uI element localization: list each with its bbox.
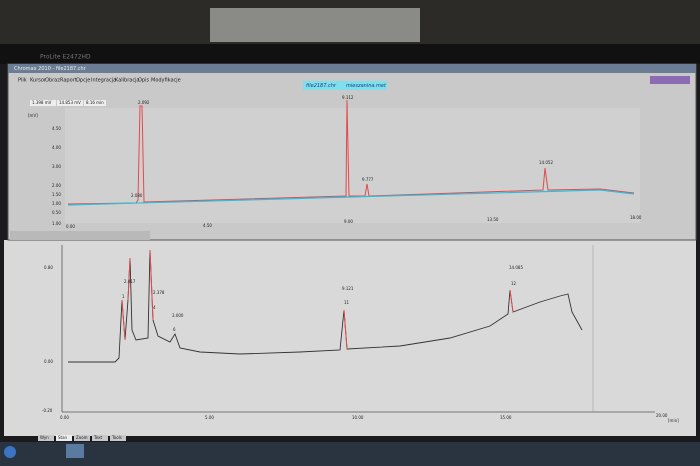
bottom-x-labels: 0.00 5.00 10.00 15.00 20.00 [min] xyxy=(60,413,679,423)
peak-label: 9.121 xyxy=(342,286,354,291)
tab[interactable] xyxy=(92,435,108,441)
peak-label: 2.080 xyxy=(131,193,143,198)
tab[interactable] xyxy=(110,435,126,441)
x-tick-label: 4.50 xyxy=(203,223,212,228)
menu-item[interactable]: Kursor xyxy=(30,78,47,84)
tab-label[interactable]: Stan xyxy=(58,435,68,440)
y-tick-label: 1.00 xyxy=(52,201,61,206)
y-tick-label: 1.50 xyxy=(52,192,61,197)
top-x-labels: 0.00 4.50 9.00 13.50 18.00 xyxy=(66,215,642,229)
peak-id: 11 xyxy=(344,300,350,305)
start-button[interactable] xyxy=(4,446,16,458)
peak-label: 14.052 xyxy=(539,160,553,165)
tab[interactable] xyxy=(74,435,90,441)
tab-label[interactable]: Tools xyxy=(111,435,122,440)
menu-item[interactable]: Kalibracja xyxy=(115,78,140,84)
field xyxy=(30,100,56,106)
field-value: 8.16 min xyxy=(86,100,104,105)
method-name: mieszanina.met xyxy=(346,83,387,89)
peak-markers xyxy=(121,249,514,350)
file-name: file2187.chr xyxy=(306,83,337,89)
y-tick-label: 1.00 xyxy=(52,221,61,226)
y-tick-label: 3.00 xyxy=(52,164,61,169)
top-trace-red xyxy=(67,99,635,205)
menu-bar: Plik Kursor Obraz Raport Opcje Integracj… xyxy=(18,78,181,84)
y-tick-label: 4.00 xyxy=(52,145,61,150)
x-tick-label: 5.00 xyxy=(205,415,214,420)
monitor-brand: ProLite E2472HD xyxy=(40,54,91,61)
x-tick-label: 13.50 xyxy=(487,217,499,222)
menu-item[interactable]: Modyfikacje xyxy=(151,78,181,84)
toolbar: 1.398 mV 14.853 mV 8.16 min xyxy=(30,100,106,106)
tab-label[interactable]: Zoom xyxy=(76,435,88,440)
bottom-y-labels: 0.80 0.00 -0.20 xyxy=(42,265,53,413)
color-buttons xyxy=(650,76,690,84)
taskbar xyxy=(0,442,700,466)
peak-label: 9.112 xyxy=(342,95,354,100)
x-tick-label: 0.00 xyxy=(60,415,69,420)
y-tick-label: 4.50 xyxy=(52,126,61,131)
field-value: 14.853 mV xyxy=(59,100,81,105)
menu-item[interactable]: Obraz xyxy=(45,78,60,84)
peak-id: 12 xyxy=(511,281,517,286)
y-tick-label: 2.00 xyxy=(52,183,61,188)
peak-label: 9.777 xyxy=(362,177,374,182)
peak-label: 2.378 xyxy=(153,290,165,295)
title-bar xyxy=(8,64,696,73)
menu-item[interactable]: Opcje xyxy=(76,78,90,84)
x-tick-label: 20.00 xyxy=(656,413,668,418)
x-tick-label: 18.00 xyxy=(630,215,642,220)
x-tick-label: 10.00 xyxy=(352,415,364,420)
tab-label[interactable]: Wyn xyxy=(40,435,49,440)
peak-label: 14.085 xyxy=(509,265,523,270)
top-y-labels: 4.50 4.00 3.00 2.00 1.50 1.00 0.50 1.00 xyxy=(52,126,61,226)
peak-label: 2.092 xyxy=(138,100,150,105)
peak-label: 2.017 xyxy=(124,279,136,284)
menu-item[interactable]: Integracja xyxy=(91,78,116,84)
menu-item[interactable]: Opis xyxy=(138,78,149,84)
x-unit: [min] xyxy=(668,418,679,423)
field-value: 1.398 mV xyxy=(32,100,52,105)
window-title: Chromax 2010 - file2187.chr xyxy=(14,66,87,72)
desktop-chart-area xyxy=(4,240,696,436)
monitor-bezel xyxy=(0,44,700,64)
window-toolbar-bottom xyxy=(10,231,150,240)
file-label-box xyxy=(303,81,387,90)
taskbar-app[interactable] xyxy=(66,444,84,458)
peak-id: 4 xyxy=(153,305,156,310)
peak-label: 3.000 xyxy=(172,313,184,318)
x-tick-label: 0.00 xyxy=(66,224,75,229)
peak-id: 1 xyxy=(122,294,125,299)
y-tick-label: 0.50 xyxy=(52,210,61,215)
field xyxy=(57,100,83,106)
tab-label[interactable]: Text xyxy=(93,435,103,440)
tabs: Wyn Stan Zoom Text Tools xyxy=(38,435,126,441)
x-tick-label: 9.00 xyxy=(344,219,353,224)
x-tick-label: 15.00 xyxy=(500,415,512,420)
y-tick-label: -0.20 xyxy=(42,408,53,413)
field xyxy=(84,100,106,106)
peak-id: 6 xyxy=(173,327,176,332)
tab[interactable] xyxy=(56,435,72,441)
y-tick-label: 0.00 xyxy=(44,359,53,364)
equipment xyxy=(210,8,420,42)
y-unit: [mV] xyxy=(28,113,38,118)
y-tick-label: 0.80 xyxy=(44,265,53,270)
top-baseline xyxy=(67,189,635,206)
tab[interactable] xyxy=(38,435,54,441)
top-plot xyxy=(65,108,640,223)
menu-item[interactable]: Plik xyxy=(18,78,27,84)
menu-item[interactable]: Raport xyxy=(60,78,77,84)
